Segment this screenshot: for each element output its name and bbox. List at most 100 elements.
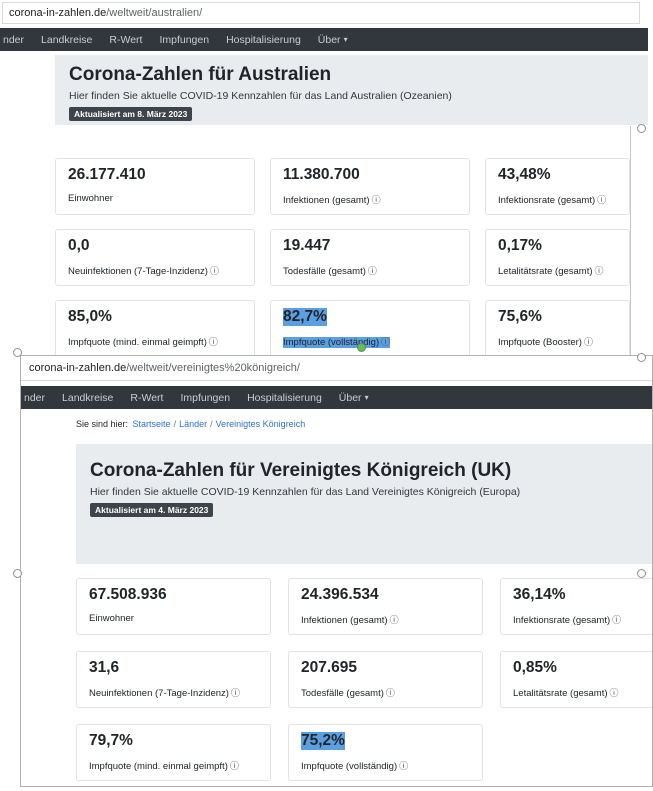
nav-item-impfungen[interactable]: Impfungen [180, 391, 231, 404]
stat-label: Infektionen (gesamt) ⓘ [301, 615, 399, 626]
stat-label: Letalitätsrate (gesamt) ⓘ [513, 688, 619, 699]
breadcrumb-separator: / [173, 419, 177, 429]
info-icon[interactable]: ⓘ [371, 195, 381, 205]
selection-handle[interactable] [637, 353, 646, 362]
url-host: corona-in-zahlen.de [9, 7, 107, 19]
stat-card-impfquote-einmal: 79,7% Impfquote (mind. einmal geimpft) ⓘ [76, 724, 271, 781]
stat-label: Neuinfektionen (7-Tage-Inzidenz) ⓘ [68, 266, 219, 277]
stat-value: 36,14% [513, 586, 566, 603]
stat-label: Infektionsrate (gesamt) ⓘ [513, 615, 622, 626]
nav-item-r-wert[interactable]: R-Wert [109, 33, 143, 46]
nav-item-ueber[interactable]: Über ▾ [338, 391, 369, 404]
address-bar[interactable]: corona-in-zahlen.de/weltweit/australien/ [2, 2, 640, 24]
url-path: /weltweit/vereinigtes%20königreich/ [126, 362, 300, 374]
stat-card-infektionsrate: 36,14% Infektionsrate (gesamt) ⓘ [500, 578, 652, 635]
stat-card-impfquote-booster: 75,6% Impfquote (Booster) ⓘ [485, 300, 630, 357]
info-icon[interactable]: ⓘ [594, 266, 604, 276]
address-bar[interactable]: corona-in-zahlen.de/weltweit/vereinigtes… [21, 356, 652, 381]
info-icon[interactable]: ⓘ [229, 761, 239, 771]
stat-card-impfquote-einmal: 85,0% Impfquote (mind. einmal geimpft) ⓘ [55, 300, 255, 357]
stat-value: 0,85% [513, 659, 557, 676]
info-icon[interactable]: ⓘ [209, 266, 219, 276]
selection-handle-green[interactable] [357, 343, 366, 352]
stat-value: 67.508.936 [89, 586, 167, 603]
nav-item-ueber[interactable]: Über ▾ [317, 33, 348, 46]
stat-value: 85,0% [68, 308, 112, 325]
stat-value: 43,48% [498, 166, 551, 183]
stat-label: Todesfälle (gesamt) ⓘ [283, 266, 377, 277]
stat-card-impfquote-vollstaendig: 82,7% Impfquote (vollständig) ⓘ [270, 300, 470, 357]
window-edge-line [630, 126, 631, 358]
info-icon[interactable]: ⓘ [583, 337, 593, 347]
page-title: Corona-Zahlen für Australien [69, 64, 332, 85]
browser-screenshot-uk[interactable]: corona-in-zahlen.de/weltweit/vereinigtes… [20, 355, 653, 787]
nav-item-hospitalisierung[interactable]: Hospitalisierung [247, 391, 322, 404]
stat-value: 31,6 [89, 659, 120, 676]
updated-badge: Aktualisiert am 4. März 2023 [90, 502, 214, 517]
breadcrumb-link-uk[interactable]: Vereinigtes Königreich [215, 419, 306, 429]
selection-handle[interactable] [13, 569, 22, 578]
stat-value: 0,0 [68, 237, 90, 254]
stat-value: 19.447 [283, 237, 331, 254]
breadcrumb-link-laender[interactable]: Länder [179, 419, 208, 429]
stat-value: 79,7% [89, 732, 133, 749]
info-icon[interactable]: ⓘ [385, 688, 395, 698]
info-icon[interactable]: ⓘ [609, 688, 619, 698]
stat-value: 75,6% [498, 308, 542, 325]
nav-item-hospitalisierung[interactable]: Hospitalisierung [226, 33, 301, 46]
breadcrumb-link-startseite[interactable]: Startseite [132, 419, 171, 429]
breadcrumb-prefix: Sie sind hier: [76, 419, 129, 429]
stat-card-infektionsrate: 43,48% Infektionsrate (gesamt) ⓘ [485, 158, 630, 215]
stat-label: Neuinfektionen (7-Tage-Inzidenz) ⓘ [89, 688, 240, 699]
info-icon[interactable]: ⓘ [389, 615, 399, 625]
stat-label: Letalitätsrate (gesamt) ⓘ [498, 266, 604, 277]
stat-label: Einwohner [89, 613, 134, 624]
nav-item-landkreise[interactable]: Landkreise [41, 33, 93, 46]
page-title: Corona-Zahlen für Vereinigtes Königreich… [90, 460, 512, 481]
hero-section: Corona-Zahlen für Australien Hier finden… [55, 55, 648, 125]
info-icon[interactable]: ⓘ [230, 688, 240, 698]
stat-card-neuinfektionen: 0,0 Neuinfektionen (7-Tage-Inzidenz) ⓘ [55, 229, 255, 286]
stat-label: Infektionsrate (gesamt) ⓘ [498, 195, 607, 206]
info-icon[interactable]: ⓘ [367, 266, 377, 276]
stats-grid: 26.177.410 Einwohner 11.380.700 Infektio… [55, 158, 630, 357]
stat-card-letalitaetsrate: 0,85% Letalitätsrate (gesamt) ⓘ [500, 651, 652, 708]
chevron-down-icon: ▾ [343, 35, 348, 44]
stat-label: Einwohner [68, 193, 113, 204]
stat-card-todesfaelle: 19.447 Todesfälle (gesamt) ⓘ [270, 229, 470, 286]
hero-section: Corona-Zahlen für Vereinigtes Königreich… [76, 444, 652, 564]
nav-item-impfungen[interactable]: Impfungen [159, 33, 210, 46]
info-icon[interactable]: ⓘ [612, 615, 622, 625]
selection-handle[interactable] [13, 348, 22, 357]
stat-card-infektionen: 11.380.700 Infektionen (gesamt) ⓘ [270, 158, 470, 215]
info-icon[interactable]: ⓘ [381, 337, 391, 347]
url-path: /weltweit/australien/ [106, 7, 203, 19]
stat-value: 24.396.534 [301, 586, 379, 603]
breadcrumb-separator: / [210, 419, 213, 429]
page-subtitle: Hier finden Sie aktuelle COVID-19 Kennza… [69, 89, 452, 102]
info-icon[interactable]: ⓘ [208, 337, 218, 347]
stat-label: Impfquote (vollständig) ⓘ [283, 337, 391, 348]
selection-handle[interactable] [637, 124, 646, 133]
stat-card-todesfaelle: 207.695 Todesfälle (gesamt) ⓘ [288, 651, 483, 708]
nav-item-r-wert[interactable]: R-Wert [130, 391, 164, 404]
nav-item-laender[interactable]: nder [3, 33, 25, 46]
stat-card-einwohner: 26.177.410 Einwohner [55, 158, 255, 215]
info-icon[interactable]: ⓘ [597, 195, 607, 205]
page-subtitle: Hier finden Sie aktuelle COVID-19 Kennza… [90, 485, 521, 498]
selection-handle[interactable] [637, 569, 646, 578]
site-navbar: nder Landkreise R-Wert Impfungen Hospita… [21, 386, 652, 409]
stat-card-neuinfektionen: 31,6 Neuinfektionen (7-Tage-Inzidenz) ⓘ [76, 651, 271, 708]
browser-screenshot-australien[interactable]: corona-in-zahlen.de/weltweit/australien/… [0, 0, 648, 358]
stat-value: 11.380.700 [283, 166, 360, 183]
info-icon[interactable]: ⓘ [399, 761, 409, 771]
stats-grid: 67.508.936 Einwohner 24.396.534 Infektio… [76, 578, 652, 781]
stat-card-einwohner: 67.508.936 Einwohner [76, 578, 271, 635]
nav-item-landkreise[interactable]: Landkreise [62, 391, 114, 404]
site-navbar: nder Landkreise R-Wert Impfungen Hospita… [0, 28, 648, 51]
stat-card-infektionen: 24.396.534 Infektionen (gesamt) ⓘ [288, 578, 483, 635]
nav-item-laender[interactable]: nder [24, 391, 46, 404]
breadcrumb: Sie sind hier: Startseite / Länder / Vereini… [76, 419, 307, 429]
stat-label: Impfquote (mind. einmal geimpft) ⓘ [89, 761, 239, 772]
